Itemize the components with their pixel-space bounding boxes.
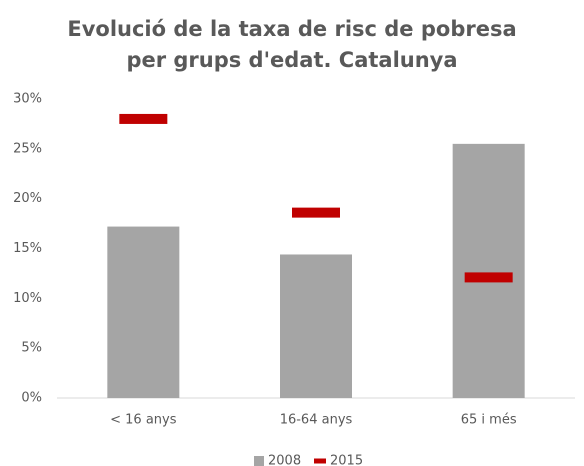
legend-swatch (314, 458, 326, 464)
y-tick-label: 20% (13, 191, 42, 206)
y-tick-label: 25% (13, 141, 42, 156)
legend-label: 2008 (268, 454, 301, 466)
legend-label: 2015 (330, 454, 363, 466)
y-tick-label: 15% (13, 241, 42, 256)
y-tick-label: 0% (21, 391, 42, 406)
x-tick-label: 65 i més (461, 413, 517, 428)
y-tick-label: 5% (21, 341, 42, 356)
bar (107, 226, 180, 398)
y-tick-label: 30% (13, 92, 42, 107)
x-tick-label: 16-64 anys (280, 413, 353, 428)
bar (452, 143, 525, 398)
y-tick-label: 10% (13, 291, 42, 306)
marker (119, 113, 168, 124)
bar (280, 254, 352, 398)
marker (292, 207, 340, 218)
marker (464, 272, 513, 283)
chart-title: Evolució de la taxa de risc de pobresa p… (67, 17, 517, 72)
x-tick-label: < 16 anys (110, 413, 177, 428)
legend-swatch (254, 456, 264, 466)
